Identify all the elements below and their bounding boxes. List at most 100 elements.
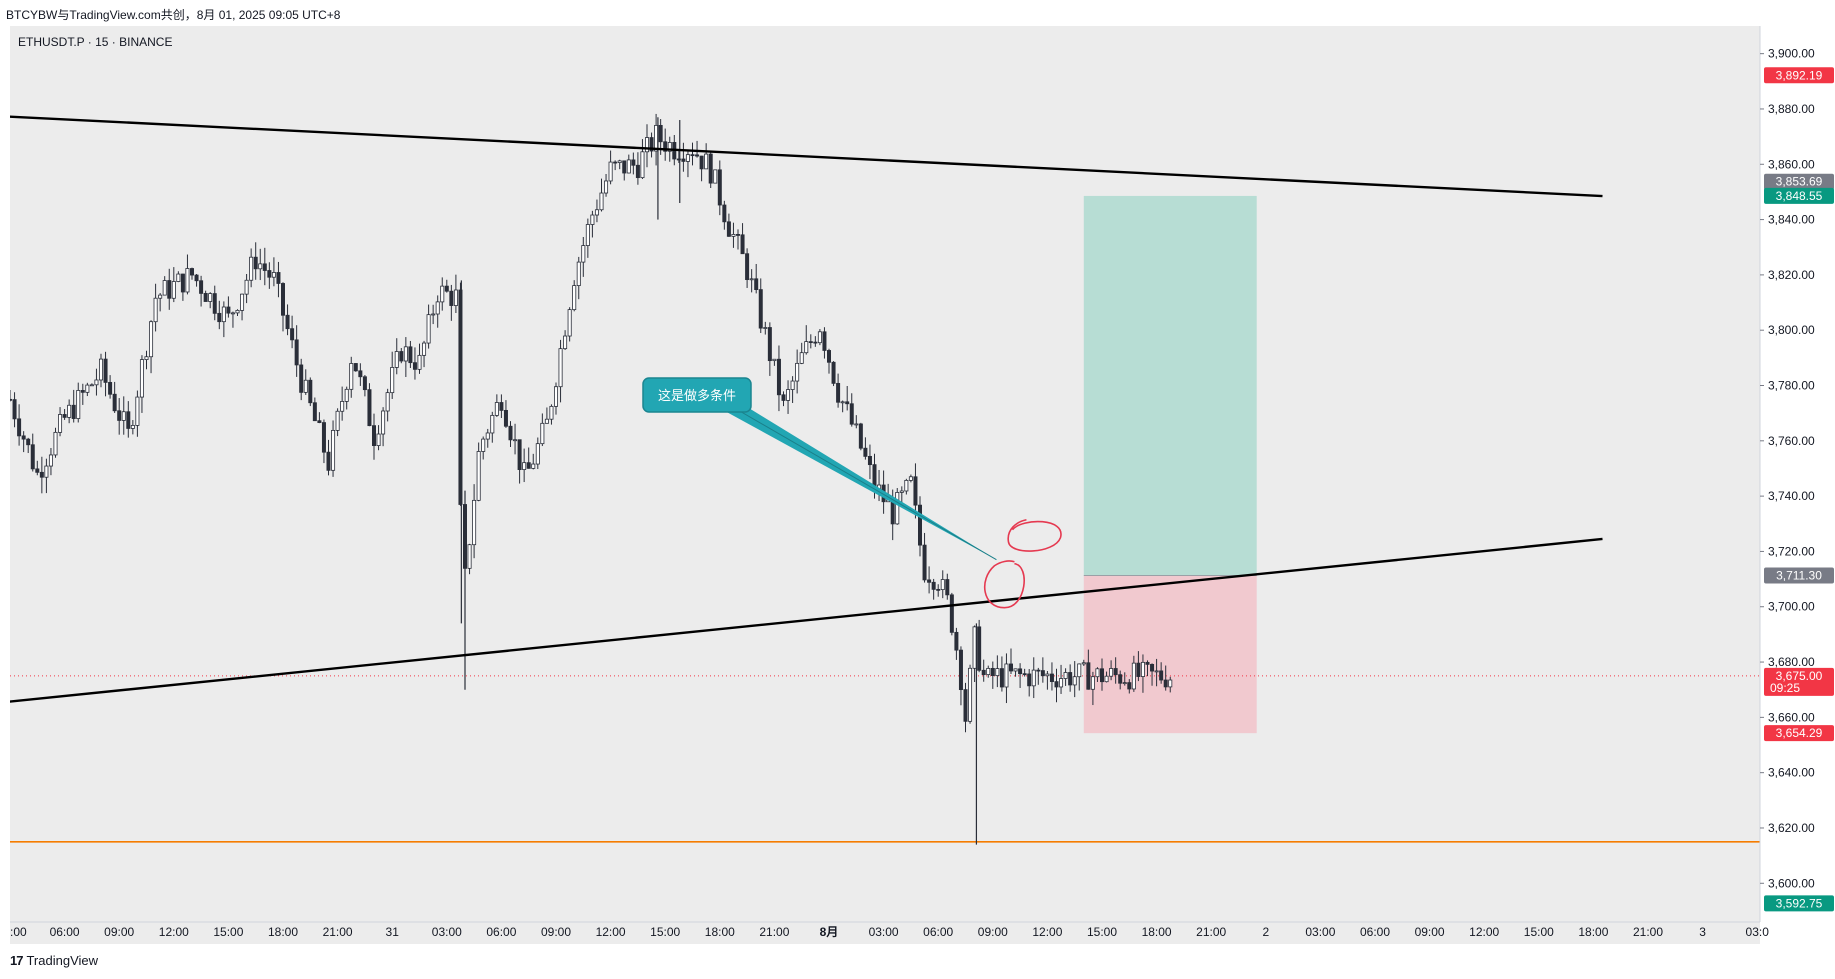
- x-tick-label: 3: [1699, 925, 1706, 939]
- candle-up: [185, 268, 190, 293]
- candle-down: [981, 669, 986, 676]
- price-tag-label: 3,892.19: [1776, 68, 1823, 82]
- candle-up: [531, 463, 536, 469]
- candle-up: [968, 667, 973, 722]
- candle-down: [827, 350, 832, 363]
- candle-down: [294, 339, 299, 366]
- candle-down: [412, 362, 417, 370]
- x-tick-label: 03:00: [432, 925, 462, 939]
- candle-down: [663, 141, 668, 152]
- candle-up: [494, 402, 499, 416]
- candle-down: [676, 158, 681, 161]
- candle-up: [599, 192, 604, 211]
- candle-up: [390, 367, 395, 394]
- x-tick-label: 03:0: [1746, 925, 1770, 939]
- candle-down: [726, 221, 731, 237]
- candle-up: [594, 209, 599, 216]
- y-tick-label: 3,600.00: [1768, 876, 1815, 890]
- candle-down: [1086, 662, 1091, 690]
- candle-down: [508, 425, 513, 441]
- candle-up: [576, 261, 581, 286]
- candle-up: [67, 404, 72, 418]
- candle-down: [990, 667, 995, 677]
- candle-up: [713, 169, 718, 184]
- candle-up: [645, 137, 650, 153]
- candle-down: [1022, 673, 1027, 676]
- candle-down: [362, 376, 367, 391]
- candle-up: [403, 346, 408, 362]
- candle-down: [913, 476, 918, 506]
- x-tick-label: 09:00: [104, 925, 134, 939]
- candle-up: [585, 224, 590, 246]
- candle-down: [194, 274, 199, 282]
- candle-down: [622, 160, 627, 174]
- candle-down: [30, 444, 35, 470]
- candle-down: [708, 153, 713, 184]
- candle-down: [12, 399, 17, 420]
- candle-down: [690, 154, 695, 157]
- footer-brand[interactable]: 17 TradingView: [10, 953, 98, 968]
- x-tick-label: 12:00: [596, 925, 626, 939]
- candle-up: [554, 386, 559, 407]
- candle-down: [117, 410, 122, 421]
- candle-up: [763, 327, 768, 329]
- x-tick-label: 21:00: [323, 925, 353, 939]
- candle-up: [271, 272, 276, 278]
- candle-up: [940, 579, 945, 590]
- price-tag: [1764, 173, 1834, 190]
- candle-down: [358, 370, 363, 378]
- candle-up: [590, 214, 595, 225]
- candle-up: [608, 161, 613, 182]
- hand-circle-lower: [983, 560, 1025, 609]
- candle-up: [53, 431, 58, 456]
- candle-up: [667, 142, 672, 152]
- candle-up: [704, 153, 709, 170]
- candle-up: [76, 390, 81, 419]
- y-tick-label: 3,900.00: [1768, 47, 1815, 61]
- candle-down: [890, 499, 895, 525]
- candle-down: [217, 312, 222, 323]
- price-tag: [1764, 725, 1834, 742]
- candle-up: [790, 380, 795, 390]
- y-tick-label: 3,840.00: [1768, 213, 1815, 227]
- candle-up: [130, 424, 135, 429]
- candle-down: [199, 280, 204, 294]
- candle-down: [444, 285, 449, 292]
- x-tick-label: 06:00: [1360, 925, 1390, 939]
- candle-up: [895, 492, 900, 525]
- candle-up: [558, 348, 563, 388]
- candle-up: [58, 414, 63, 433]
- candle-up: [1104, 675, 1109, 683]
- candle-down: [312, 402, 317, 422]
- price-tag: [1764, 67, 1834, 84]
- candle-down: [977, 626, 982, 671]
- candle-down: [212, 293, 217, 314]
- candle-down: [1068, 672, 1073, 686]
- candle-down: [203, 293, 208, 302]
- profit-zone: [1083, 195, 1257, 576]
- candle-down: [999, 668, 1004, 688]
- candle-down: [1009, 663, 1014, 672]
- candle-up: [149, 321, 154, 358]
- candle-up: [540, 422, 545, 445]
- candle-down: [722, 204, 727, 223]
- candle-down: [449, 290, 454, 306]
- candle-up: [381, 410, 386, 435]
- candle-down: [39, 471, 44, 478]
- x-tick-label: 18:00: [705, 925, 735, 939]
- x-tick-label: 15:00: [1087, 925, 1117, 939]
- candle-up: [617, 160, 622, 163]
- candle-down: [458, 289, 463, 505]
- candle-down: [1118, 674, 1123, 684]
- candle-up: [786, 389, 791, 401]
- candle-up: [426, 314, 431, 344]
- candle-down: [503, 409, 508, 427]
- y-tick-label: 3,780.00: [1768, 379, 1815, 393]
- candle-up: [604, 180, 609, 194]
- candle-up: [1109, 668, 1114, 677]
- candle-up: [121, 411, 126, 421]
- candle-up: [840, 401, 845, 404]
- candle-down: [267, 270, 272, 278]
- candle-up: [335, 410, 340, 431]
